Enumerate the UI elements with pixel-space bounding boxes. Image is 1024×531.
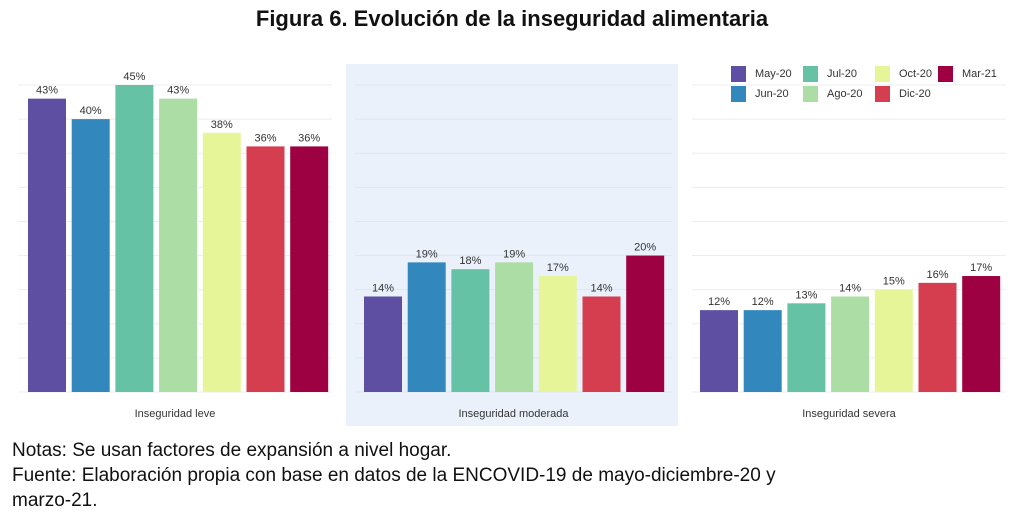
data-label: 12% [752,296,774,308]
bar-ago-20 [159,98,198,393]
figure-title: Figura 6. Evolución de la inseguridad al… [255,6,769,31]
figure-notes: Notas: Se usan factores de expansión a n… [12,438,776,513]
category-label: Inseguridad moderada [458,408,569,420]
data-label: 36% [298,132,320,144]
bar-jun-20 [71,119,110,392]
legend-item: Jul-20 [803,66,857,82]
bar-mar-21 [290,146,329,392]
bar-dic-20 [246,146,285,392]
legend-label: Oct-20 [899,68,933,80]
data-label: 18% [459,255,481,267]
legend-swatch [875,66,890,82]
legend-label: May-20 [755,68,792,80]
bar-jun-20 [407,262,446,392]
legend-swatch [875,86,890,102]
bar-oct-20 [874,289,913,392]
legend-label: Ago-20 [827,88,863,100]
bar-dic-20 [918,282,957,392]
data-label: 15% [883,276,905,288]
data-label: 43% [167,85,189,97]
data-label: 20% [634,242,656,254]
legend-item: Oct-20 [875,66,932,82]
legend-label: Jul-20 [827,68,857,80]
data-label: 38% [211,119,233,131]
legend-swatch [938,66,953,82]
bar-oct-20 [538,276,577,392]
bar-oct-20 [202,132,241,392]
data-label: 13% [795,289,817,301]
legend-swatch [803,86,818,102]
bar-jul-20 [787,303,826,392]
data-label: 16% [926,269,948,281]
data-label: 19% [503,248,525,260]
notes-line: Notas: Se usan factores de expansión a n… [12,440,452,461]
bar-dic-20 [582,296,621,392]
bar-may-20 [700,310,738,392]
bar-may-20 [28,98,66,393]
bar-ago-20 [831,296,870,392]
legend-swatch [731,66,746,82]
data-label: 19% [416,248,438,260]
data-label: 14% [839,282,861,294]
legend-label: Mar-21 [962,68,997,80]
bar-may-20 [364,296,402,392]
legend-label: Dic-20 [899,88,931,100]
legend-swatch [731,86,746,102]
data-label: 40% [80,105,102,117]
legend-item: Ago-20 [803,86,862,102]
bar-mar-21 [962,276,1001,392]
data-label: 17% [970,262,992,274]
source-line-continued: marzo-21. [12,490,98,511]
category-label: Inseguridad severa [802,408,896,420]
data-label: 14% [590,282,612,294]
legend-item: May-20 [731,66,792,82]
data-label: 14% [372,282,394,294]
bar-jul-20 [115,85,154,392]
source-line: Fuente: Elaboración propia con base en d… [12,465,776,486]
bar-jun-20 [743,310,782,392]
category-label: Inseguridad leve [135,408,216,420]
legend-label: Jun-20 [755,88,789,100]
legend-item: Jun-20 [731,86,789,102]
bar-jul-20 [451,269,490,392]
bar-mar-21 [626,255,665,392]
legend-item: Mar-21 [938,66,997,82]
data-label: 17% [547,262,569,274]
data-label: 12% [708,296,730,308]
data-label: 45% [123,71,145,83]
legend-item: Dic-20 [875,86,931,102]
bar-ago-20 [495,262,534,392]
legend-swatch [803,66,818,82]
data-label: 43% [36,85,58,97]
data-label: 36% [254,132,276,144]
